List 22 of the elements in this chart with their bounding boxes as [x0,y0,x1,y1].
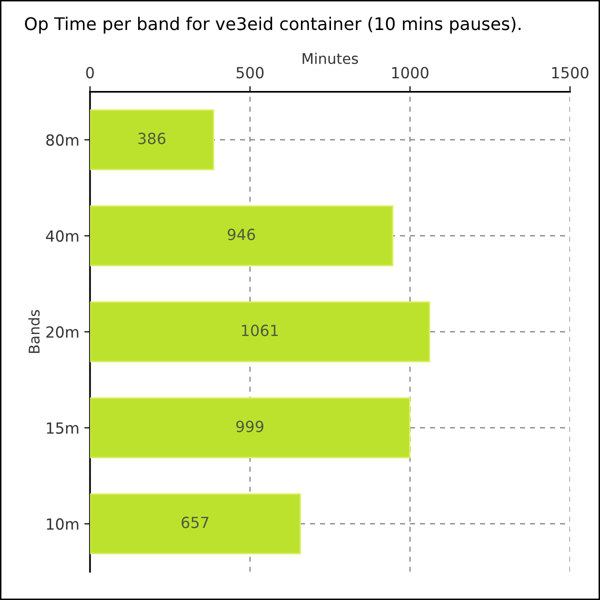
data-label: 1061 [242,324,278,336]
y-axis-title: Bands [28,310,40,353]
x-axis-title: Minutes [302,52,358,64]
x-tick-label: 1000 [392,66,428,78]
bar [90,301,430,362]
y-tick-label: 80m [46,134,78,146]
x-tick-label: 500 [236,66,264,78]
data-label: 386 [138,132,166,144]
y-tick-label: 20m [46,326,78,338]
bar [90,493,301,554]
data-label: 657 [182,516,208,528]
bar [90,109,214,170]
bar [90,397,410,458]
x-tick-label: 0 [86,66,94,78]
data-label: 946 [228,228,255,240]
bar [90,205,394,266]
x-tick-label: 1500 [552,66,588,78]
y-tick-label: 40m [46,230,78,242]
y-tick-label: 10m [46,518,78,530]
chart-title: Op Time per band for ve3eid container (10 mins pauses). [24,16,521,34]
y-tick-label: 15m [46,422,78,434]
data-label: 999 [236,420,264,432]
